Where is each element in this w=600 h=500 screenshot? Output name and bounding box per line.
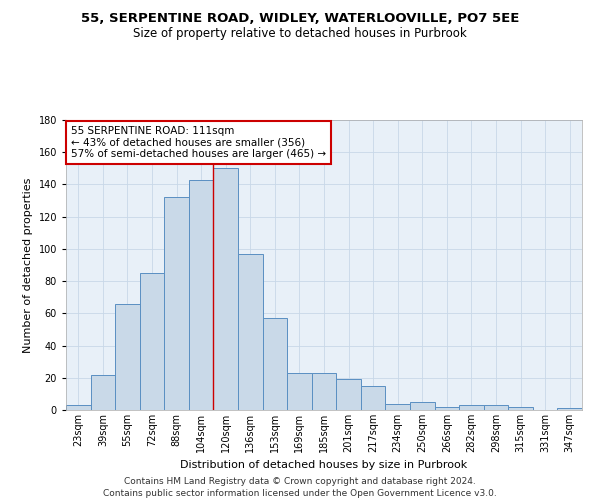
Bar [508, 407, 533, 410]
Bar [287, 373, 312, 410]
Bar [459, 405, 484, 410]
Bar [91, 374, 115, 410]
Bar [336, 380, 361, 410]
Text: Size of property relative to detached houses in Purbrook: Size of property relative to detached ho… [133, 28, 467, 40]
Bar [164, 198, 189, 410]
Text: Contains HM Land Registry data © Crown copyright and database right 2024.
Contai: Contains HM Land Registry data © Crown c… [103, 476, 497, 498]
Bar [484, 405, 508, 410]
Bar [189, 180, 214, 410]
Bar [214, 168, 238, 410]
Bar [557, 408, 582, 410]
Text: 55, SERPENTINE ROAD, WIDLEY, WATERLOOVILLE, PO7 5EE: 55, SERPENTINE ROAD, WIDLEY, WATERLOOVIL… [81, 12, 519, 26]
Bar [385, 404, 410, 410]
Bar [312, 373, 336, 410]
Bar [361, 386, 385, 410]
Bar [238, 254, 263, 410]
Y-axis label: Number of detached properties: Number of detached properties [23, 178, 33, 352]
Bar [434, 407, 459, 410]
Bar [115, 304, 140, 410]
X-axis label: Distribution of detached houses by size in Purbrook: Distribution of detached houses by size … [181, 460, 467, 470]
Bar [66, 405, 91, 410]
Bar [140, 273, 164, 410]
Bar [410, 402, 434, 410]
Text: 55 SERPENTINE ROAD: 111sqm
← 43% of detached houses are smaller (356)
57% of sem: 55 SERPENTINE ROAD: 111sqm ← 43% of deta… [71, 126, 326, 159]
Bar [263, 318, 287, 410]
